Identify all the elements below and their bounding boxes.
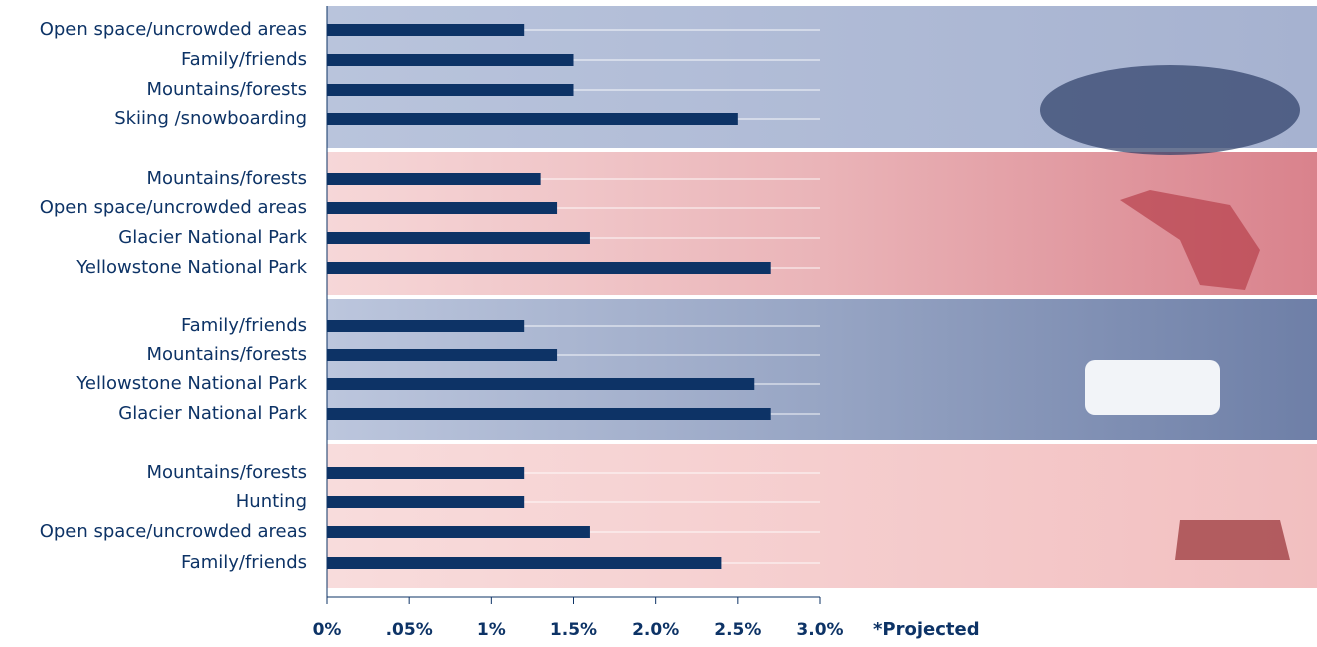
y-tick-label: Mountains/forests: [146, 79, 307, 100]
bar: [327, 408, 771, 420]
x-tick-label: 3.0%: [796, 620, 843, 640]
x-tick-label: 1%: [477, 620, 506, 640]
bar: [327, 467, 525, 479]
bar: [327, 262, 771, 274]
bar: [327, 349, 558, 361]
x-tick-label: 0%: [313, 620, 342, 640]
bar: [327, 113, 738, 125]
y-tick-label: Family/friends: [181, 49, 307, 70]
y-tick-label: Skiing /snowboarding: [114, 108, 307, 129]
y-tick-label: Glacier National Park: [118, 227, 307, 248]
bar: [327, 526, 590, 538]
y-tick-label: Glacier National Park: [118, 403, 307, 424]
bar: [327, 84, 574, 96]
bar: [327, 24, 525, 36]
bar: [327, 202, 558, 214]
y-tick-label: Mountains/forests: [146, 462, 307, 483]
bar: [327, 173, 541, 185]
x-tick-label: .05%: [386, 620, 433, 640]
y-tick-label: Mountains/forests: [146, 168, 307, 189]
photo-rv: [1085, 360, 1220, 415]
bar: [327, 320, 525, 332]
x-tick-label: 2.5%: [714, 620, 761, 640]
photo-elk: [1175, 520, 1290, 560]
panel-backgrounds: [327, 6, 1317, 588]
y-tick-label: Yellowstone National Park: [75, 373, 307, 394]
bar: [327, 54, 574, 66]
y-tick-label: Hunting: [236, 491, 307, 512]
y-tick-label: Family/friends: [181, 315, 307, 336]
photo-moose: [1120, 190, 1260, 290]
y-tick-label: Open space/uncrowded areas: [40, 19, 307, 40]
bar: [327, 378, 755, 390]
bar: [327, 557, 722, 569]
bar: [327, 496, 525, 508]
y-tick-label: Open space/uncrowded areas: [40, 521, 307, 542]
annotation: *Projected: [873, 619, 980, 640]
x-tick-label: 2.0%: [632, 620, 679, 640]
bar: [327, 232, 590, 244]
y-tick-label: Open space/uncrowded areas: [40, 197, 307, 218]
y-tick-label: Yellowstone National Park: [75, 257, 307, 278]
y-tick-label: Family/friends: [181, 552, 307, 573]
x-tick-label: 1.5%: [550, 620, 597, 640]
y-tick-label: Mountains/forests: [146, 344, 307, 365]
photo-people: [1040, 65, 1300, 155]
